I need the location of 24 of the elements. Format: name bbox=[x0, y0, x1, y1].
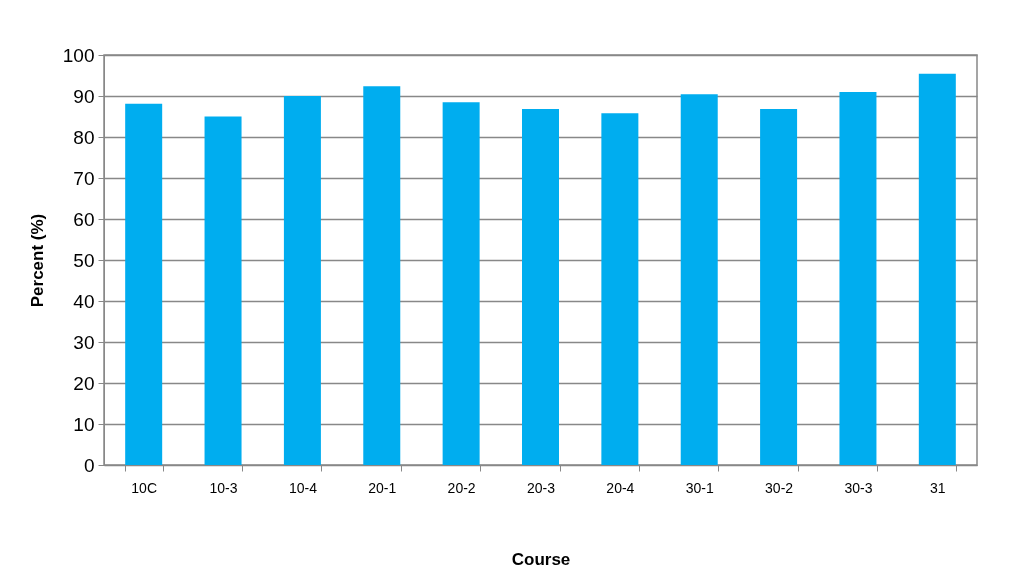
y-tick-label: 0 bbox=[83, 454, 95, 476]
x-tick-label: 20-4 bbox=[606, 479, 635, 496]
y-tick-label: 20 bbox=[73, 372, 95, 394]
x-tick-label: 30-1 bbox=[685, 479, 714, 496]
x-axis-title: Course bbox=[511, 549, 571, 569]
x-tick-label: 30-3 bbox=[844, 479, 873, 496]
y-tick-label: 40 bbox=[73, 290, 95, 312]
x-tick-label: 30-2 bbox=[765, 479, 794, 496]
y-tick-label: 50 bbox=[73, 249, 95, 271]
y-tick-label: 70 bbox=[73, 167, 95, 189]
y-axis-title: Percent (%) bbox=[27, 213, 47, 308]
x-tick-label: 10-4 bbox=[288, 479, 318, 496]
x-tick-label: 20-3 bbox=[526, 479, 556, 496]
x-tick-label: 10-3 bbox=[209, 479, 238, 496]
y-tick-label: 100 bbox=[62, 44, 95, 66]
x-tick-label: 10C bbox=[131, 479, 158, 496]
y-tick-label: 60 bbox=[73, 208, 95, 230]
x-tick-label: 20-1 bbox=[368, 479, 397, 496]
y-tick-label: 30 bbox=[73, 331, 95, 353]
y-tick-label: 10 bbox=[73, 413, 95, 435]
x-tick-label: 20-2 bbox=[447, 479, 476, 496]
y-tick-label: 80 bbox=[73, 126, 95, 148]
x-tick-label: 31 bbox=[930, 479, 946, 496]
y-tick-label: 90 bbox=[73, 85, 95, 107]
